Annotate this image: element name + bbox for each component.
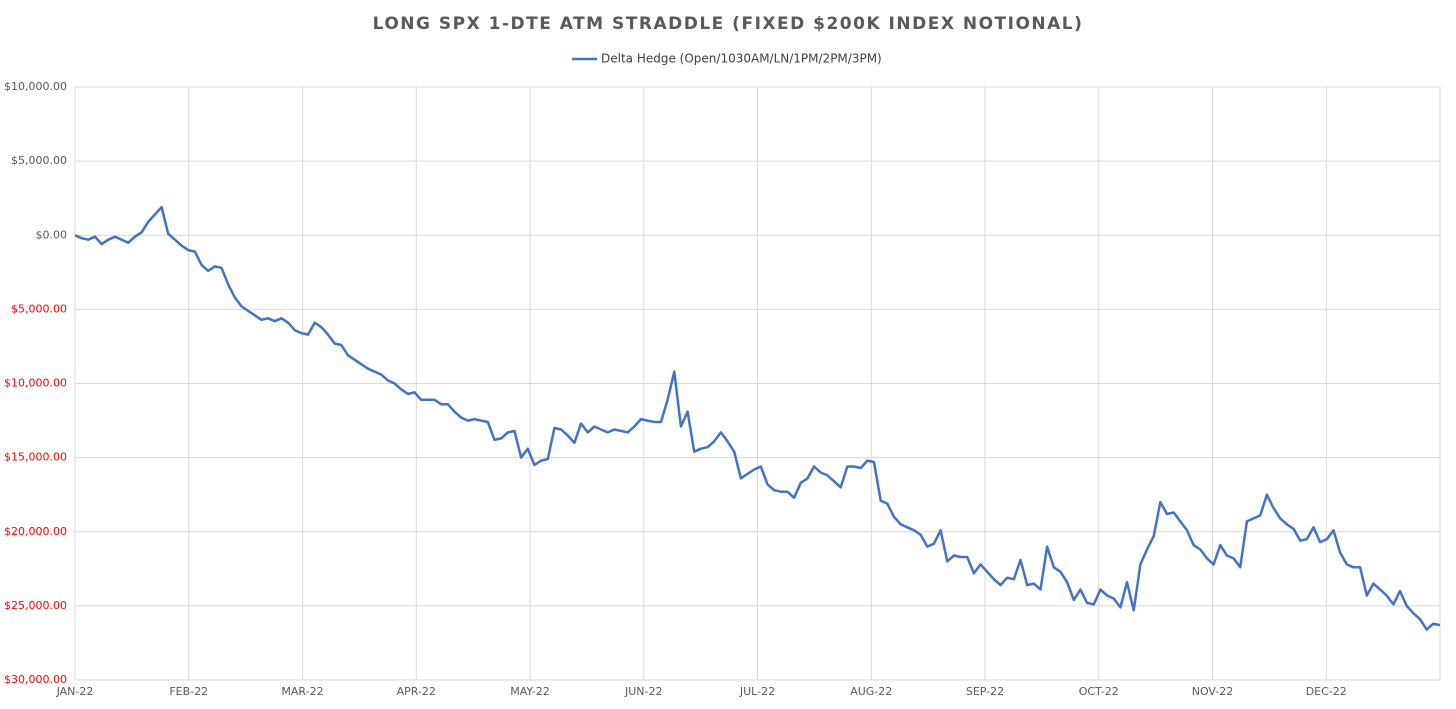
y-tick-label: $20,000.00 bbox=[4, 525, 67, 538]
x-tick-label: AUG-22 bbox=[850, 685, 892, 698]
x-tick-label: DEC-22 bbox=[1306, 685, 1347, 698]
x-tick-label: NOV-22 bbox=[1192, 685, 1234, 698]
y-tick-label: $10,000.00 bbox=[4, 377, 67, 390]
series-line bbox=[74, 205, 1441, 631]
x-tick-label: MAR-22 bbox=[281, 685, 323, 698]
x-tick-label: SEP-22 bbox=[966, 685, 1004, 698]
x-tick-label: JUL-22 bbox=[739, 685, 775, 698]
x-tick-label: FEB-22 bbox=[169, 685, 208, 698]
chart-title: LONG SPX 1-DTE ATM STRADDLE (FIXED $200K… bbox=[373, 14, 1084, 34]
x-tick-label: APR-22 bbox=[397, 685, 436, 698]
x-tick-label: JAN-22 bbox=[56, 685, 94, 698]
y-tick-label: $10,000.00 bbox=[4, 80, 67, 93]
x-tick-label: OCT-22 bbox=[1079, 685, 1119, 698]
y-tick-label: $0.00 bbox=[36, 228, 68, 241]
x-tick-label: JUN-22 bbox=[624, 685, 663, 698]
y-tick-label: $5,000.00 bbox=[11, 302, 67, 315]
legend-label: Delta Hedge (Open/1030AM/LN/1PM/2PM/3PM) bbox=[601, 52, 882, 66]
x-tick-label: MAY-22 bbox=[510, 685, 550, 698]
y-tick-label: $30,000.00 bbox=[4, 673, 67, 686]
y-tick-label: $15,000.00 bbox=[4, 451, 67, 464]
y-tick-label: $5,000.00 bbox=[11, 154, 67, 167]
y-tick-label: $25,000.00 bbox=[4, 599, 67, 612]
